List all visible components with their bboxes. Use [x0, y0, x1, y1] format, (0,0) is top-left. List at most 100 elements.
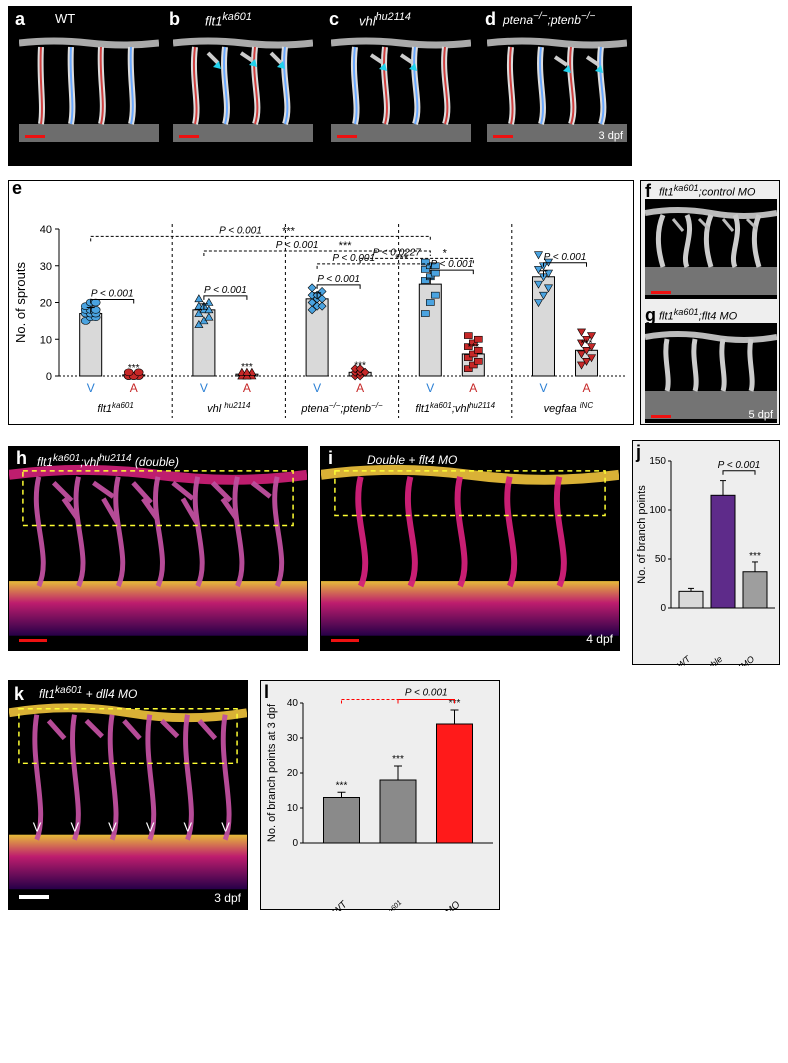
svg-text:No. of branch points: No. of branch points — [636, 485, 648, 584]
micrograph-h: flt1ka601;vhlhu2114 (double) — [8, 446, 308, 651]
panel-label-j: j — [636, 442, 641, 463]
panel-label-k: k — [14, 684, 24, 705]
scalebar-g — [651, 415, 671, 418]
genotype-h: flt1ka601;vhlhu2114 (double) — [37, 453, 179, 469]
svg-text:WT: WT — [675, 653, 693, 666]
svg-text:V: V — [426, 381, 434, 395]
panel-label-h: h — [16, 448, 27, 469]
svg-text:V: V — [313, 381, 321, 395]
svg-text:P < 0.001: P < 0.001 — [405, 688, 448, 699]
svg-text:150: 150 — [649, 456, 666, 467]
chart-e: 010203040No. of sproutsVAflt1ka601P < 0.… — [8, 180, 634, 425]
scalebar-b — [179, 135, 199, 138]
svg-text:A: A — [469, 381, 477, 395]
svg-text:V: V — [184, 820, 193, 835]
svg-text:***: *** — [392, 754, 404, 765]
svg-text:***: *** — [339, 240, 353, 252]
svg-text:P < 0.001: P < 0.001 — [317, 274, 360, 285]
svg-text:P < 0.001: P < 0.001 — [718, 460, 761, 471]
svg-text:50: 50 — [655, 554, 667, 565]
svg-text:Double: Double — [696, 654, 724, 666]
micrograph-i: Double + flt4 MO 4 dpf — [320, 446, 620, 651]
panel-label-b: b — [169, 9, 180, 30]
svg-text:30: 30 — [40, 261, 52, 273]
svg-text:10: 10 — [40, 334, 52, 346]
svg-text:100: 100 — [649, 505, 666, 516]
panel-label-g: g — [645, 305, 656, 326]
svg-text:0: 0 — [292, 838, 298, 849]
svg-text:***: *** — [241, 362, 253, 373]
genotype-d: ptena−/−;ptenb−/− — [503, 11, 595, 27]
svg-text:***: *** — [749, 551, 761, 562]
svg-text:40: 40 — [287, 698, 299, 709]
svg-text:P < 0.001: P < 0.001 — [219, 225, 262, 236]
genotype-f: flt1ka601;control MO — [659, 183, 756, 199]
svg-text:*: * — [443, 247, 448, 259]
svg-text:V: V — [108, 820, 117, 835]
svg-text:A: A — [243, 381, 251, 395]
scalebar-c — [337, 135, 357, 138]
genotype-i: Double + flt4 MO — [367, 453, 457, 467]
genotype-c: vhlhu2114 — [359, 11, 411, 28]
panel-label-e: e — [12, 178, 22, 199]
svg-text:A: A — [583, 381, 591, 395]
svg-text:No. of branch points at 3 dpf: No. of branch points at 3 dpf — [266, 703, 278, 842]
svg-text:flt1ka601;vhlhu2114: flt1ka601;vhlhu2114 — [415, 401, 495, 415]
micrograph-k: VVV VVV flt1ka601 + dll4 MO 3 dpf — [8, 680, 248, 910]
panel-label-f: f — [645, 181, 651, 202]
svg-text:V: V — [221, 820, 230, 835]
svg-text:V: V — [539, 381, 547, 395]
genotype-k: flt1ka601 + dll4 MO — [39, 685, 137, 701]
fg-container: f flt1ka601;control MO g flt1ka601;flt4 … — [640, 180, 780, 425]
scalebar-h — [19, 639, 47, 642]
svg-text:P < 0.001: P < 0.001 — [91, 289, 134, 300]
panel-label-d: d — [485, 9, 496, 30]
svg-text:***: *** — [128, 363, 140, 374]
micrograph-g: 5 dpf — [645, 323, 777, 423]
svg-text:0: 0 — [46, 371, 52, 383]
svg-text:P < 0.001: P < 0.001 — [276, 240, 319, 251]
svg-text:30: 30 — [287, 733, 299, 744]
svg-text:40: 40 — [40, 224, 52, 236]
svg-text:***: *** — [581, 338, 593, 349]
svg-text:V: V — [200, 381, 208, 395]
genotype-b: flt1ka601 — [205, 11, 252, 28]
panel-label-l: l — [264, 682, 269, 703]
micrograph-c — [331, 29, 471, 144]
svg-text:P < 0.001: P < 0.001 — [332, 253, 375, 264]
svg-text:flt1ka601 + dll4 MO: flt1ka601 + dll4 MO — [399, 899, 462, 911]
micrograph-a — [19, 29, 159, 144]
svg-text:P < 0.001: P < 0.001 — [430, 259, 473, 270]
svg-text:V: V — [87, 381, 95, 395]
timepoint-g: 5 dpf — [749, 409, 773, 421]
chart-j: 050100150No. of branch pointsWTDoubleDou… — [632, 440, 780, 665]
svg-text:20: 20 — [287, 768, 299, 779]
svg-text:P < 0.0227: P < 0.0227 — [373, 247, 422, 258]
svg-text:10: 10 — [287, 803, 299, 814]
svg-text:0: 0 — [660, 603, 666, 614]
svg-text:V: V — [33, 820, 42, 835]
scalebar-i — [331, 639, 359, 642]
svg-text:20: 20 — [40, 298, 52, 310]
svg-text:***: *** — [336, 780, 348, 791]
svg-text:vegfaa iNC: vegfaa iNC — [544, 401, 594, 415]
svg-text:***: *** — [467, 342, 479, 353]
genotype-g: flt1ka601;flt4 MO — [659, 307, 737, 323]
genotype-a: WT — [55, 11, 75, 26]
svg-text:***: *** — [282, 225, 296, 237]
svg-text:P < 0.001: P < 0.001 — [204, 285, 247, 296]
svg-text:V: V — [70, 820, 79, 835]
micrograph-d: 3 dpf — [487, 29, 627, 144]
timepoint-i: 4 dpf — [586, 632, 613, 646]
micrograph-f — [645, 199, 777, 299]
scalebar-a — [25, 135, 45, 138]
panel-label-c: c — [329, 9, 339, 30]
scalebar-k — [19, 895, 49, 899]
svg-text:WT: WT — [331, 899, 350, 911]
svg-text:A: A — [130, 381, 138, 395]
chart-l: 0 10 20 30 40 No. of branch points at 3 dpf **… — [260, 680, 500, 910]
panel-label-i: i — [328, 448, 333, 469]
timepoint-d: 3 dpf — [599, 130, 623, 142]
svg-text:P < 0.001: P < 0.001 — [544, 252, 587, 263]
top-microscopy-row: a b c d WT flt1ka601 vhlhu2114 ptena−/−;… — [8, 6, 632, 166]
